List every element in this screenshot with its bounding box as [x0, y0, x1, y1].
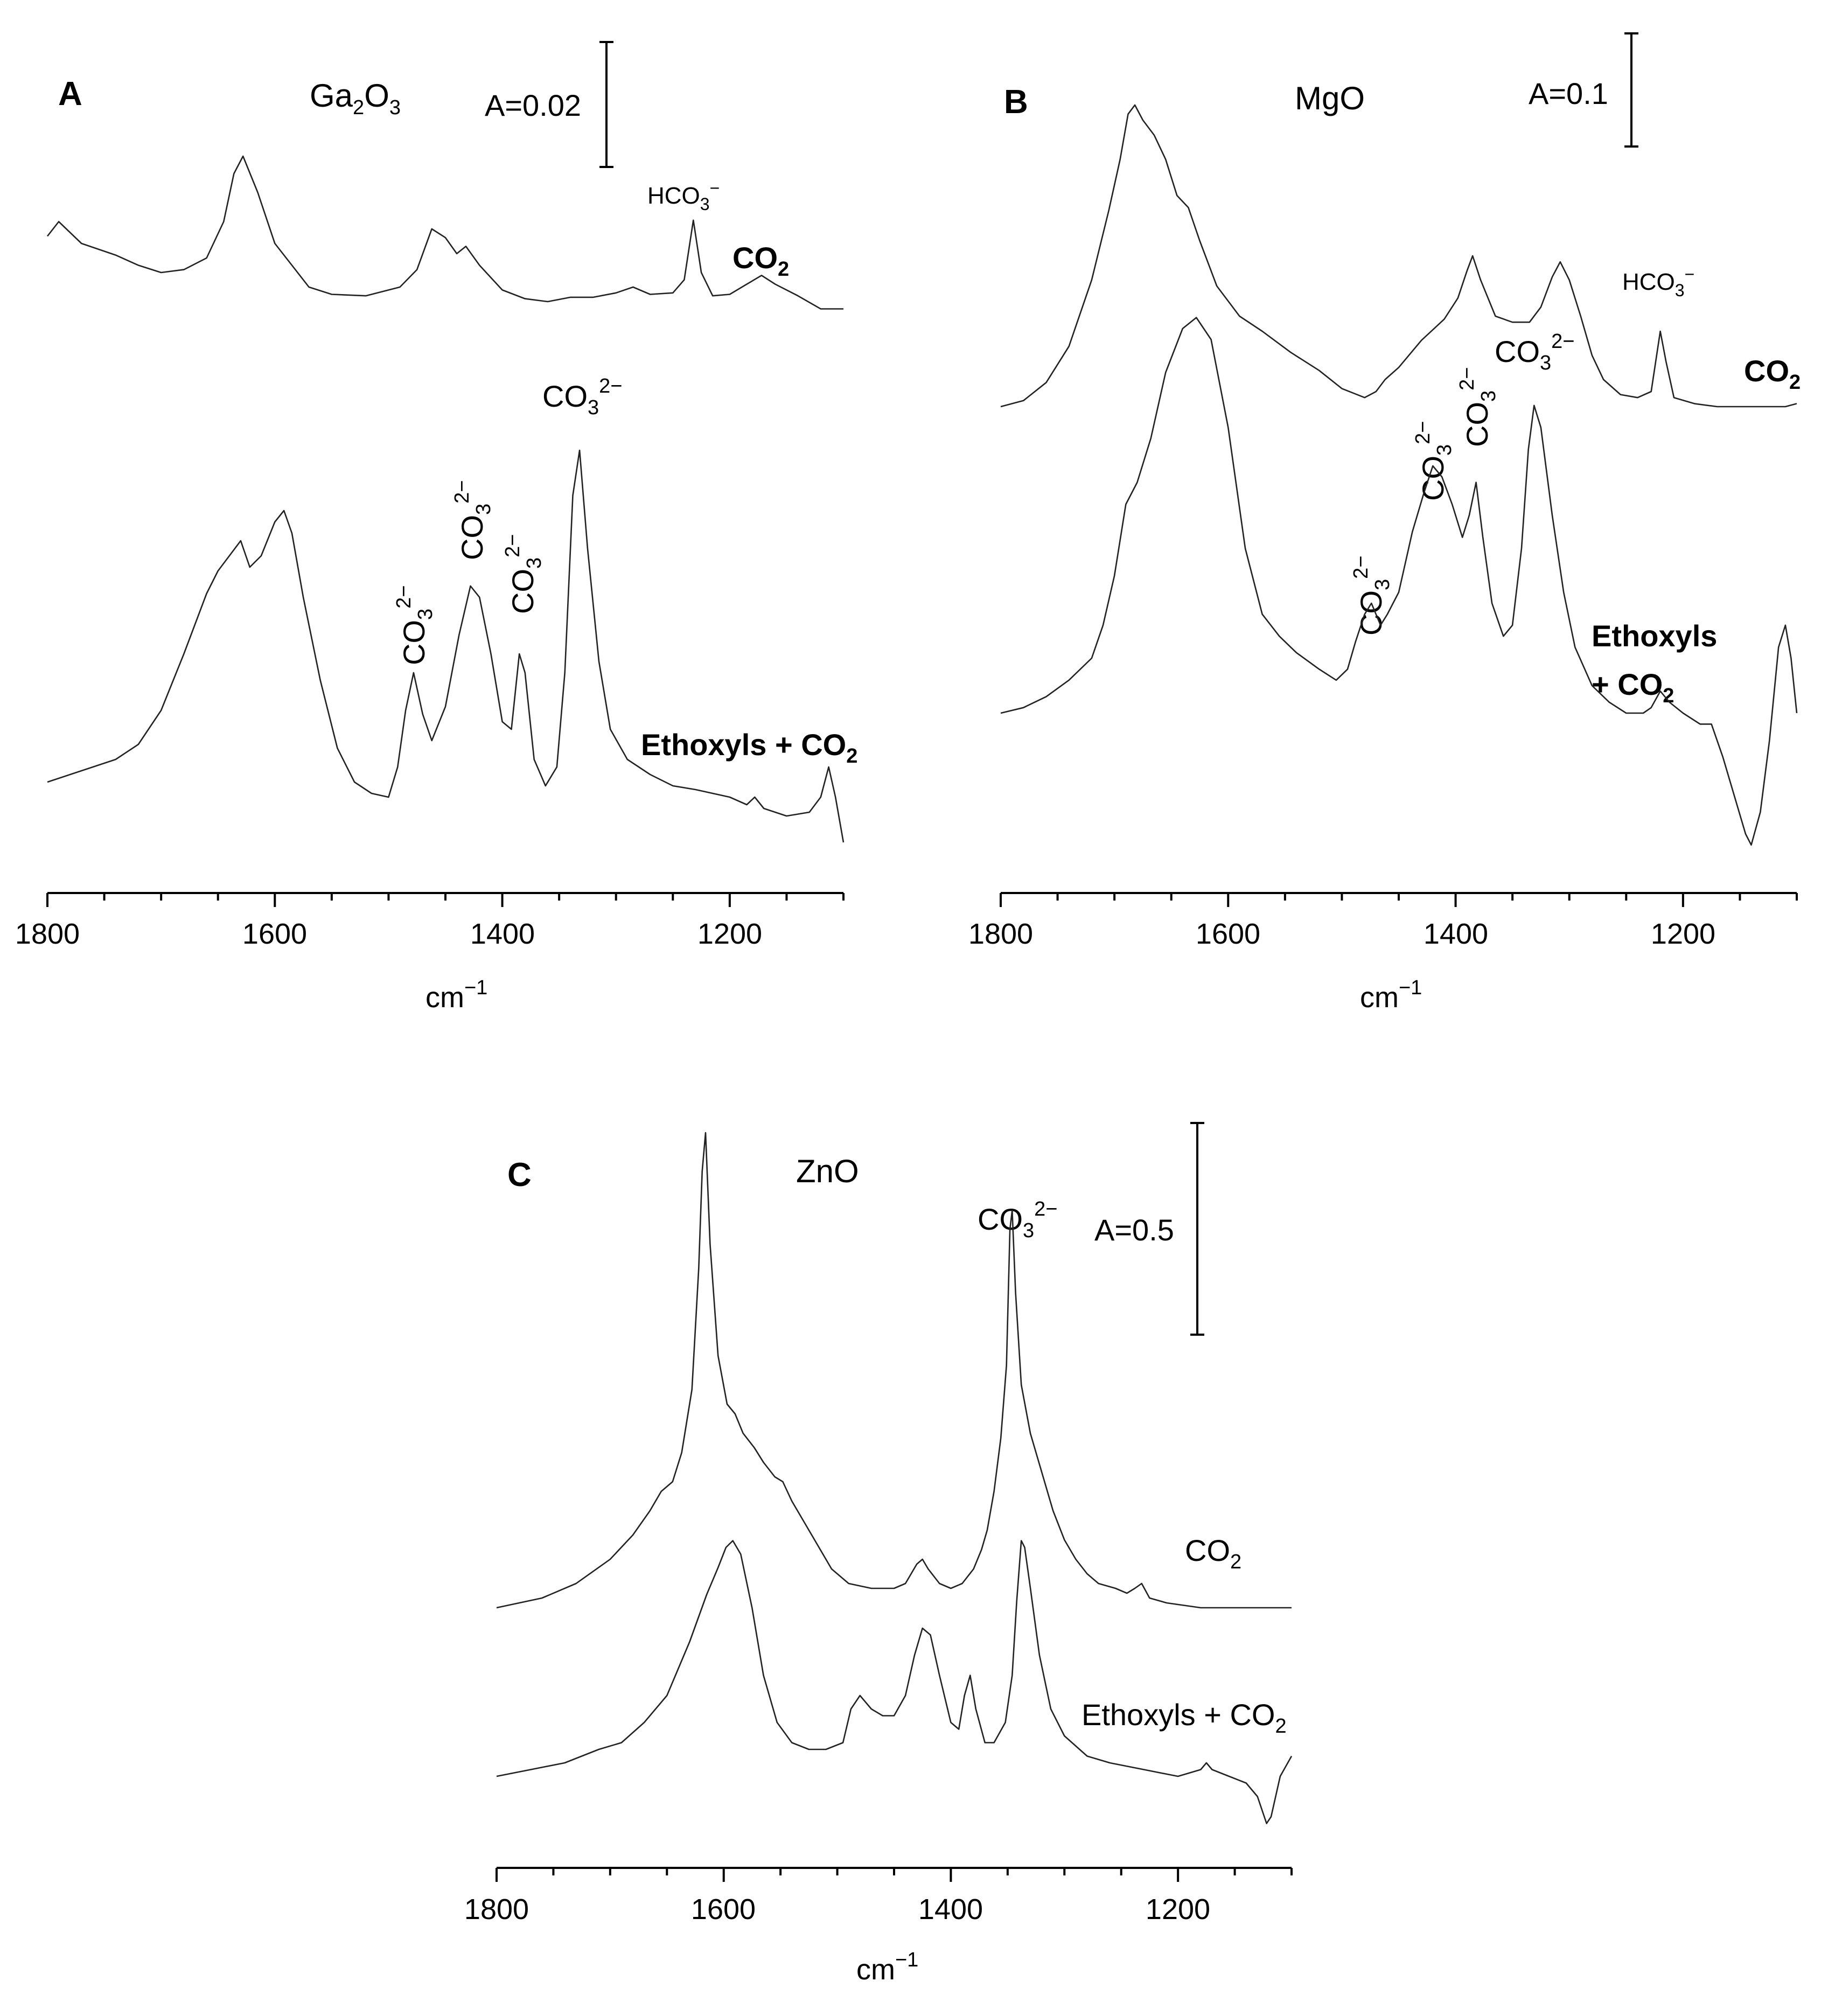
panel-b-trace-co2 [1000, 104, 1797, 408]
panel-b-letter: B [1004, 83, 1028, 121]
panel-b-trace-ethoxyls [1000, 317, 1798, 846]
panel-b-co3-label-3: CO32− [1412, 421, 1456, 501]
panel-a: A Ga2O3 A=0.02 HCO3− CO2 CO32− CO32− CO3… [15, 41, 857, 1014]
panel-c-co3-label: CO32− [978, 1198, 1057, 1242]
panel-a-tick-1200: 1200 [697, 918, 762, 950]
panel-b-tick-1400: 1400 [1424, 918, 1488, 950]
panel-c-ethoxyl-label: Ethoxyls + CO2 [1082, 1698, 1287, 1738]
panel-a-co3-label-3: CO32− [451, 480, 495, 560]
panel-b-tickmarks [1000, 893, 1798, 907]
panel-c-tick-1600: 1600 [691, 1893, 756, 1926]
panel-c-tick-1800: 1800 [464, 1893, 529, 1926]
panel-a-ethoxyl-label: Ethoxyls + CO2 [641, 728, 857, 768]
panel-a-co3-label-4: CO32− [501, 534, 546, 614]
panel-a-letter: A [58, 75, 82, 113]
panel-a-scale-bar [599, 41, 613, 168]
panel-a-co2-label: CO2 [732, 241, 789, 281]
panel-b: B MgO A=0.1 HCO3− CO2 CO32− CO32− CO32− … [968, 32, 1801, 1014]
panel-c: C ZnO A=0.5 CO32− CO2 Ethoxyls + CO2 180… [464, 1122, 1293, 1986]
panel-a-scale-label: A=0.02 [485, 88, 581, 122]
panel-b-tick-1800: 1800 [968, 918, 1033, 950]
panel-c-tick-1400: 1400 [918, 1893, 983, 1926]
panel-a-tick-1600: 1600 [242, 918, 307, 950]
panel-a-tick-1800: 1800 [15, 918, 80, 950]
panel-a-trace-ethoxyls [47, 449, 845, 843]
panel-c-trace-co2 [496, 1132, 1292, 1609]
panel-b-ethoxyl-label-2: + CO2 [1592, 667, 1674, 707]
panel-a-hco3-label: HCO3− [647, 178, 720, 214]
panel-b-scale-label: A=0.1 [1529, 76, 1608, 110]
panel-a-tick-1400: 1400 [470, 918, 535, 950]
panel-c-scale-label: A=0.5 [1094, 1213, 1174, 1247]
panel-b-co2-label: CO2 [1744, 354, 1801, 394]
panel-b-co3-label-2: CO32− [1350, 556, 1394, 636]
panel-b-material: MgO [1295, 80, 1365, 116]
panel-c-letter: C [507, 1156, 532, 1194]
panel-a-co3-label-1: CO32− [542, 375, 622, 419]
panel-c-co2-label: CO2 [1185, 1533, 1241, 1573]
panel-a-material: Ga2O3 [310, 78, 401, 119]
panel-a-x-label: cm−1 [425, 976, 487, 1014]
panel-b-tick-1600: 1600 [1196, 918, 1260, 950]
panel-c-scale-bar [1190, 1122, 1204, 1336]
panel-b-ethoxyl-label-1: Ethoxyls [1592, 619, 1717, 653]
panel-b-x-label: cm−1 [1360, 976, 1422, 1014]
panel-a-trace-co2 [46, 155, 843, 310]
panel-c-material: ZnO [796, 1153, 859, 1189]
panel-c-trace-ethoxyls [496, 1540, 1293, 1824]
panel-b-scale-bar [1624, 32, 1638, 148]
panel-a-tickmarks [46, 893, 845, 907]
panel-c-tick-1200: 1200 [1146, 1893, 1210, 1926]
panel-b-co3-label-4: CO32− [1456, 367, 1500, 447]
panel-b-tick-1200: 1200 [1651, 918, 1715, 950]
panel-a-co3-label-2: CO32− [393, 585, 437, 665]
panel-c-x-label: cm−1 [856, 1949, 918, 1986]
panel-b-co3-label-1: CO32− [1495, 330, 1574, 374]
panel-b-hco3-label: HCO3− [1622, 264, 1694, 300]
panel-c-tickmarks [496, 1868, 1293, 1882]
